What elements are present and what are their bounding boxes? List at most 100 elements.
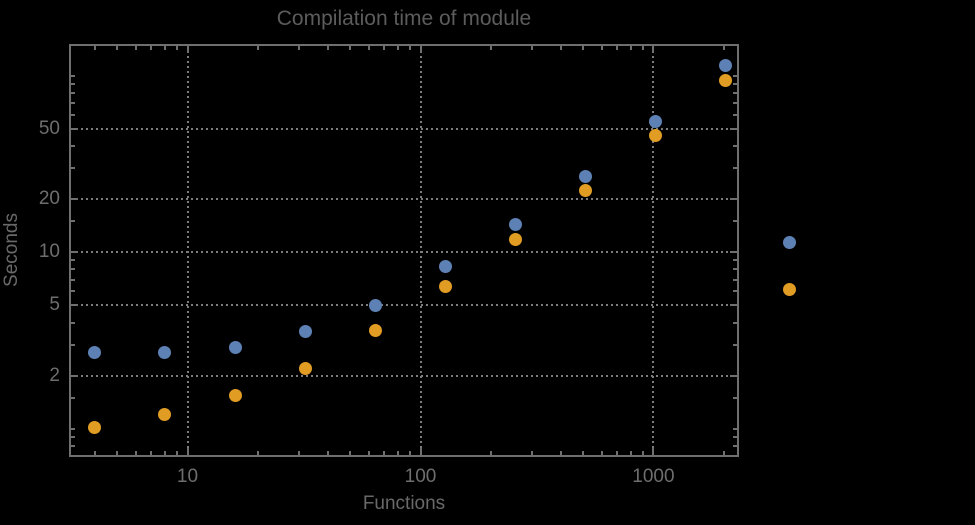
x-minor-tick-600 xyxy=(600,451,603,455)
y-minor-tick-15 xyxy=(71,220,75,223)
x-minor-tick-500-top xyxy=(582,46,585,50)
y-minor-tick-8 xyxy=(71,268,75,271)
data-point-series-blue-x256 xyxy=(509,217,523,231)
x-tick-1000 xyxy=(652,448,655,455)
x-tick-100-top xyxy=(419,46,422,53)
x-minor-tick-30-top xyxy=(297,46,300,50)
x-minor-tick-500 xyxy=(582,451,585,455)
y-minor-tick-1.5 xyxy=(71,396,75,399)
x-minor-tick-80-top xyxy=(396,46,399,50)
data-point-series-orange-x4 xyxy=(88,420,102,434)
y-tick-label-10: 10 xyxy=(38,241,60,263)
y-minor-tick-30-right xyxy=(733,167,737,170)
y-minor-tick-1-right xyxy=(733,427,737,430)
y-minor-tick-1.5-right xyxy=(733,396,737,399)
data-point-series-blue-x1024 xyxy=(649,115,663,129)
x-minor-tick-4 xyxy=(93,451,96,455)
x-gridline-1000 xyxy=(652,46,655,455)
x-tick-10-top xyxy=(186,46,189,53)
y-minor-tick-100-right xyxy=(733,75,737,78)
chart-title: Compilation time of module xyxy=(276,7,532,30)
x-minor-tick-90 xyxy=(408,451,411,455)
x-minor-tick-700 xyxy=(616,451,619,455)
x-minor-tick-900 xyxy=(641,451,644,455)
y-minor-tick-9-right xyxy=(733,259,737,262)
data-point-series-orange-x8 xyxy=(158,408,172,422)
x-minor-tick-60 xyxy=(367,451,370,455)
data-point-series-blue-x512 xyxy=(579,169,593,183)
y-minor-tick-4 xyxy=(71,321,75,324)
legend-marker-series-orange xyxy=(782,282,796,296)
y-minor-tick-80 xyxy=(71,92,75,95)
x-minor-tick-800 xyxy=(629,451,632,455)
data-point-series-orange-x64 xyxy=(368,324,382,337)
x-tick-label-1000: 1000 xyxy=(632,466,675,487)
x-minor-tick-8-top xyxy=(163,46,166,50)
y-minor-tick-100 xyxy=(71,75,75,78)
legend-marker-series-blue xyxy=(782,235,796,249)
y-tick-20-right xyxy=(730,198,737,201)
y-minor-tick-90 xyxy=(71,83,75,86)
x-minor-tick-90-top xyxy=(408,46,411,50)
x-gridline-10 xyxy=(186,46,189,455)
y-gridline-2 xyxy=(71,374,737,377)
data-point-series-orange-x16 xyxy=(228,388,242,402)
data-point-series-orange-x512 xyxy=(579,183,593,197)
y-minor-tick-0.9-right xyxy=(733,435,737,438)
y-minor-tick-0.8-right xyxy=(733,444,737,447)
x-minor-tick-9 xyxy=(175,451,178,455)
y-tick-label-20: 20 xyxy=(38,188,60,210)
x-minor-tick-700-top xyxy=(616,46,619,50)
data-point-series-blue-x32 xyxy=(298,325,312,339)
x-minor-tick-400-top xyxy=(559,46,562,50)
data-point-series-orange-x128 xyxy=(438,280,452,293)
x-minor-tick-6 xyxy=(134,451,137,455)
y-minor-tick-60 xyxy=(71,114,75,117)
y-tick-10-right xyxy=(730,251,737,254)
y-tick-5-right xyxy=(730,304,737,307)
y-minor-tick-0.9 xyxy=(71,435,75,438)
x-minor-tick-800-top xyxy=(629,46,632,50)
x-minor-tick-300 xyxy=(530,451,533,455)
y-gridline-5 xyxy=(71,304,737,307)
y-tick-2 xyxy=(71,374,78,377)
y-tick-50-right xyxy=(730,128,737,131)
x-minor-tick-20-top xyxy=(256,46,259,50)
x-tick-100 xyxy=(419,448,422,455)
x-minor-tick-6-top xyxy=(134,46,137,50)
x-minor-tick-7-top xyxy=(150,46,153,50)
data-point-series-orange-x2048 xyxy=(719,74,733,88)
y-tick-5 xyxy=(71,304,78,307)
x-minor-tick-9-top xyxy=(175,46,178,50)
x-minor-tick-200-top xyxy=(489,46,492,50)
y-minor-tick-40 xyxy=(71,145,75,148)
x-minor-tick-900-top xyxy=(641,46,644,50)
y-gridline-10 xyxy=(71,251,737,254)
data-point-series-orange-x32 xyxy=(298,361,312,375)
x-minor-tick-5-top xyxy=(116,46,119,50)
y-minor-tick-70-right xyxy=(733,102,737,105)
y-tick-label-50: 50 xyxy=(38,118,60,140)
data-point-series-orange-x256 xyxy=(509,233,523,247)
x-minor-tick-60-top xyxy=(367,46,370,50)
y-minor-tick-8-right xyxy=(733,268,737,271)
y-minor-tick-6-right xyxy=(733,290,737,293)
x-minor-tick-40 xyxy=(326,451,329,455)
x-minor-tick-40-top xyxy=(326,46,329,50)
x-minor-tick-5 xyxy=(116,451,119,455)
y-gridline-50 xyxy=(71,128,737,131)
y-minor-tick-70 xyxy=(71,102,75,105)
x-minor-tick-50-top xyxy=(349,46,352,50)
x-minor-tick-8 xyxy=(163,451,166,455)
y-minor-tick-3 xyxy=(71,343,75,346)
x-axis-label: Functions xyxy=(362,493,446,514)
y-tick-10 xyxy=(71,251,78,254)
y-minor-tick-3-right xyxy=(733,343,737,346)
y-tick-2-right xyxy=(730,374,737,377)
y-tick-50 xyxy=(71,128,78,131)
x-minor-tick-600-top xyxy=(600,46,603,50)
x-minor-tick-50 xyxy=(349,451,352,455)
